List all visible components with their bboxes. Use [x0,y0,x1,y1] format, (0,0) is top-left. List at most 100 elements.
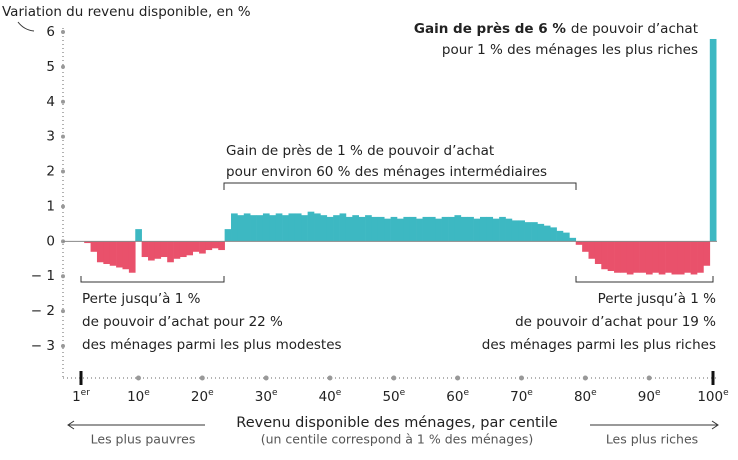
left-hint: Les plus pauvres [91,432,196,447]
x-tick-number: 20 [191,389,208,405]
bar [262,213,270,242]
bar [122,241,130,270]
y-tick [61,274,65,279]
y-axis-label: Variation du revenu disponible, en % [2,4,251,20]
bar [677,241,685,275]
x-tick-number: 40 [319,389,336,405]
y-tick-label: 4 [46,94,55,110]
bar [96,241,104,263]
x-tick [327,375,333,381]
bar [511,220,519,242]
x-tick [263,375,269,381]
x-tick-number: 50 [382,389,399,405]
y-tick [61,99,65,104]
x-tick [391,375,397,381]
bar [658,241,666,275]
x-tick [582,375,588,381]
bar [320,215,328,242]
x-tick-label: 20e [191,388,214,406]
bracket-middle [223,182,577,190]
bar [314,213,321,242]
annotation-right: de pouvoir d’achat pour 19 % [515,314,716,330]
bar [492,218,500,242]
annotation-top-rest: de pouvoir d’achat [571,21,698,37]
x-tick-label: 100e [697,388,729,406]
x-tick-suffix: e [723,388,729,398]
bar [594,241,602,265]
y-tick-label: 6 [46,24,55,40]
bar [556,230,564,242]
x-tick-suffix: e [591,388,597,398]
bar [454,215,462,242]
bar [282,215,289,242]
x-tick-label: 50e [382,388,405,406]
annotation-top: Gain de près de 6 % de pouvoir d’achat [414,21,698,37]
bracket-right [575,276,714,283]
bar [607,241,615,271]
x-tick [199,375,205,381]
bar [524,222,532,242]
bar [109,241,117,266]
bar [211,241,219,249]
y-tick [61,169,65,174]
x-tick-suffix: e [208,388,214,398]
y-tick-label: 1 [46,198,55,214]
bar [614,241,621,273]
x-tick-suffix: e [272,388,278,398]
annotation-middle: pour environ 60 % des ménages intermédia… [226,164,547,180]
x-tick [135,375,141,381]
bar [256,215,264,242]
x-tick-suffix: e [527,388,533,398]
annotation-middle: Gain de près de 1 % de pouvoir d’achat [226,143,494,159]
y-tick [61,344,65,348]
bar [620,241,628,273]
bar [339,213,347,242]
bar [473,218,481,242]
y-tick-label: 5 [46,59,55,75]
bar [428,216,436,242]
bar [173,241,181,259]
y-tick-label: 2 [46,164,55,180]
bar [397,218,404,242]
x-tick-number: 10 [127,389,144,405]
y-tick [61,30,65,34]
annotation-right: Perte jusqu’à 1 % [598,291,717,307]
y-label-arrow [17,21,35,32]
bar [345,216,353,242]
bar [390,216,398,242]
bar [269,215,277,242]
bar [358,216,366,242]
bar [365,215,372,242]
y-tick [61,64,65,69]
bar [479,216,487,242]
annotation-top-line: pour 1 % des ménages les plus riches [442,42,698,58]
bar [652,241,660,273]
x-tick [518,375,524,381]
annotation-left: des ménages parmi les plus modestes [82,337,342,353]
bar [154,241,162,259]
bar [352,215,359,242]
bar [422,216,430,242]
bar [135,229,142,242]
bar [486,216,494,242]
x-tick-suffix: e [336,388,342,398]
x-tick-label: 70e [510,388,533,406]
bar [377,216,385,242]
bar [518,220,525,242]
bar [633,241,640,273]
bar [569,237,577,242]
bar [582,241,589,252]
bar [543,225,551,242]
x-tick [646,375,652,381]
x-tick-label: 60e [446,388,469,406]
x-tick-label: 10e [127,388,150,406]
bar [409,216,417,242]
bar [588,241,596,259]
bar [116,241,123,268]
x-tick-label: 30e [255,388,278,406]
bar [288,213,296,242]
bar [186,241,194,256]
right-hint: Les plus riches [606,432,698,447]
annotation-left: Perte jusqu’à 1 % [82,291,201,307]
